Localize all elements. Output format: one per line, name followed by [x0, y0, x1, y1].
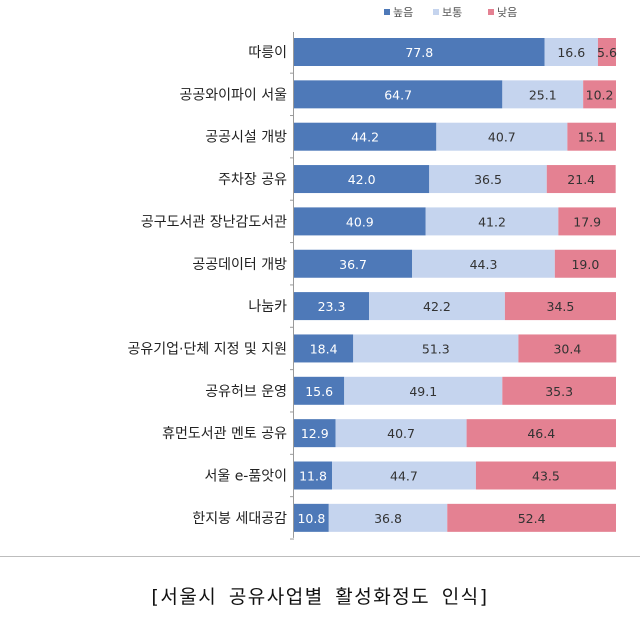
bar-segment-낮음: [466, 419, 616, 448]
category-label: 서울 e-품앗이: [204, 469, 287, 485]
bar-segment-보통: [331, 461, 476, 490]
category-label: 공공시설 개방: [205, 130, 287, 146]
data-label: 36.7: [339, 257, 367, 272]
bar-segment-보통: [502, 80, 584, 109]
data-label: 40.7: [488, 130, 516, 145]
data-label: 49.1: [409, 384, 437, 399]
bar-segment-높음: [294, 249, 413, 278]
data-label: 10.8: [297, 511, 325, 526]
bar-segment-높음: [294, 207, 426, 236]
bar-segment-낮음: [558, 207, 616, 236]
category-label: 휴먼도서관 멘토 공유: [162, 426, 287, 442]
bar-segment-높음: [294, 419, 336, 448]
bar-segment-낮음: [504, 292, 616, 321]
data-label: 36.8: [374, 511, 402, 526]
bar-segment-보통: [544, 38, 598, 66]
data-label: 43.5: [532, 469, 560, 484]
data-label: 19.0: [571, 257, 599, 272]
bar-segment-보통: [412, 249, 555, 278]
bar-segment-보통: [335, 419, 467, 448]
category-label: 한지붕 세대공감: [192, 511, 287, 527]
bar-segment-낮음: [475, 461, 616, 490]
data-label: 42.2: [423, 299, 451, 314]
data-label: 23.3: [318, 299, 346, 314]
category-label: 나눔카: [248, 299, 287, 315]
bar-segment-높음: [294, 80, 503, 109]
bar-segment-높음: [294, 461, 332, 490]
bar-segment-높음: [294, 334, 354, 363]
category-label: 주차장 공유: [218, 172, 287, 188]
category-label: 공유허브 운영: [205, 384, 287, 400]
data-label: 52.4: [518, 511, 546, 526]
bar-segment-높음: [294, 376, 345, 405]
data-label: 10.2: [586, 87, 614, 102]
bars: 77.8 16.6 5.6 64.7 25.1 10.2 44.2 40.7 15.1 42.0 3…: [294, 38, 617, 532]
bar-segment-보통: [429, 165, 547, 194]
data-label: 44.7: [390, 469, 418, 484]
data-label: 17.9: [573, 214, 601, 229]
bar-segment-낮음: [502, 376, 616, 405]
bar-segment-보통: [353, 334, 519, 363]
data-label: 25.1: [529, 87, 557, 102]
data-label: 15.1: [578, 130, 606, 145]
data-label: 5.6: [597, 45, 617, 60]
bar-segment-낮음: [447, 503, 616, 532]
category-label: 공구도서관 장난감도서관: [141, 214, 287, 230]
category-label: 공공데이터 개방: [192, 257, 287, 273]
data-label: 40.7: [387, 426, 415, 441]
bar-segment-높음: [294, 165, 430, 194]
data-label: 40.9: [346, 214, 374, 229]
bar-segment-낮음: [583, 80, 616, 109]
bar-segment-낮음: [554, 249, 616, 278]
data-label: 44.3: [470, 257, 498, 272]
bar-segment-보통: [328, 503, 448, 532]
data-label: 77.8: [405, 45, 433, 60]
data-label: 64.7: [384, 87, 412, 102]
data-label: 11.8: [299, 469, 327, 484]
bar-segment-보통: [425, 207, 559, 236]
chart-caption: [서울시 공유사업별 활성화정도 인식]: [151, 586, 489, 608]
data-label: 15.6: [305, 384, 333, 399]
data-label: 44.2: [351, 130, 379, 145]
data-label: 36.5: [474, 172, 502, 187]
category-label: 따릉이: [248, 45, 287, 61]
bar-segment-높음: [294, 122, 437, 151]
data-label: 46.4: [527, 426, 555, 441]
bar-segment-보통: [344, 376, 503, 405]
data-label: 35.3: [545, 384, 573, 399]
bar-segment-높음: [294, 503, 329, 532]
data-label: 51.3: [422, 341, 450, 356]
legend-label-2: 낮음: [497, 6, 517, 19]
divider: [0, 556, 640, 557]
bar-segment-보통: [369, 292, 505, 321]
data-label: 34.5: [547, 299, 575, 314]
bar-segment-높음: [294, 292, 370, 321]
legend-swatch-1: [433, 9, 439, 15]
data-label: 12.9: [301, 426, 329, 441]
legend: 높음 보통 낮음: [384, 6, 517, 19]
bar-segment-낮음: [518, 334, 617, 363]
data-label: 30.4: [553, 341, 581, 356]
bar-segment-낮음: [597, 38, 616, 66]
legend-label-0: 높음: [393, 6, 413, 19]
data-label: 41.2: [478, 214, 506, 229]
bar-segment-낮음: [546, 165, 616, 194]
data-label: 42.0: [348, 172, 376, 187]
bar-segment-낮음: [567, 122, 616, 151]
legend-swatch-0: [384, 9, 390, 15]
data-label: 16.6: [557, 45, 585, 60]
bar-segment-높음: [294, 38, 545, 66]
category-label: 공공와이파이 서울: [180, 87, 288, 103]
category-label: 공유기업·단체 지정 및 지원: [128, 341, 287, 357]
bar-segment-보통: [436, 122, 568, 151]
legend-label-1: 보통: [442, 6, 462, 19]
data-label: 21.4: [567, 172, 595, 187]
data-label: 18.4: [310, 341, 338, 356]
legend-swatch-2: [488, 9, 494, 15]
